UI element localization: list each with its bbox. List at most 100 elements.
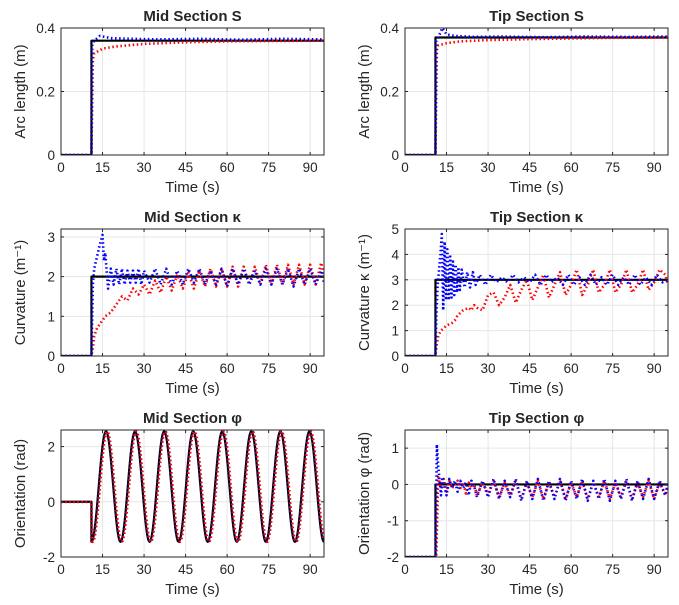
x-tick-label: 75	[605, 160, 620, 175]
plot-area	[61, 430, 324, 557]
series-group	[405, 28, 668, 155]
y-tick-label: 2	[47, 440, 55, 455]
x-tick-label: 30	[137, 562, 152, 577]
y-axis-label: Curvature (m⁻¹)	[12, 240, 29, 345]
x-tick-label: 75	[605, 361, 620, 376]
red-dotted-series-line	[61, 39, 324, 155]
series-group	[61, 233, 324, 356]
y-axis-label: Arc length (m)	[356, 44, 373, 138]
y-tick-label: -2	[387, 550, 399, 565]
x-tick-label: 90	[303, 562, 318, 577]
x-tick-label: 60	[220, 160, 235, 175]
subplot-title: Tip Section φ	[489, 410, 585, 427]
y-tick-label: 0	[391, 148, 399, 163]
x-tick-label: 75	[261, 361, 276, 376]
x-tick-label: 60	[220, 361, 235, 376]
y-tick-label: 0	[47, 349, 55, 364]
x-axis-label: Time (s)	[509, 179, 563, 196]
x-tick-label: 15	[95, 361, 110, 376]
subplot-1: 0 15 30 45 60 75 90 0 0.2 0.4 Mid Section S Time (s…	[12, 8, 325, 196]
axes-frame	[404, 429, 669, 558]
y-tick-label: 0	[47, 148, 55, 163]
y-tick-label: 0.2	[36, 85, 55, 100]
subplot-3: 0 15 30 45 60 75 90 0 1 2 3 Mid Section κ Time (s) Cu…	[12, 209, 325, 397]
blue-dotted-series-line	[405, 232, 668, 356]
x-tick-label: 0	[57, 361, 65, 376]
x-tick-label: 90	[647, 160, 662, 175]
y-tick-label: -2	[43, 550, 55, 565]
x-tick-label: 75	[605, 562, 620, 577]
y-tick-label: -1	[387, 514, 399, 529]
y-tick-label: 1	[391, 324, 399, 339]
subplot-6: 0 15 30 45 60 75 90 -2 -1 0 1 Tip Section φ Time (s)…	[356, 410, 669, 598]
x-tick-label: 45	[178, 160, 193, 175]
x-tick-label: 0	[401, 361, 409, 376]
x-tick-label: 15	[439, 160, 454, 175]
x-tick-label: 90	[303, 160, 318, 175]
subplot-2: 0 15 30 45 60 75 90 0 0.2 0.4 Tip Section S Time (s…	[356, 8, 669, 196]
x-tick-label: 75	[261, 562, 276, 577]
x-tick-label: 60	[564, 361, 579, 376]
x-axis-label: Time (s)	[165, 380, 219, 397]
x-tick-label: 45	[522, 562, 537, 577]
reference-series-line	[405, 278, 668, 356]
y-tick-label: 3	[47, 230, 55, 245]
y-tick-label: 3	[391, 273, 399, 288]
series-group	[405, 443, 668, 557]
red-dotted-series-line	[405, 268, 668, 356]
plot-area	[61, 229, 324, 356]
y-tick-label: 0	[391, 349, 399, 364]
y-tick-label: 1	[47, 309, 55, 324]
x-tick-label: 30	[481, 361, 496, 376]
x-axis-label: Time (s)	[165, 179, 219, 196]
series-group	[405, 232, 668, 356]
y-tick-label: 0.4	[380, 21, 399, 36]
x-axis-label: Time (s)	[509, 380, 563, 397]
x-tick-label: 15	[439, 361, 454, 376]
red-dotted-series-line	[61, 430, 324, 544]
x-tick-label: 30	[137, 361, 152, 376]
x-tick-label: 15	[439, 562, 454, 577]
x-tick-label: 30	[481, 562, 496, 577]
x-tick-label: 45	[178, 562, 193, 577]
y-axis-label: Orientation (rad)	[12, 439, 29, 548]
y-tick-label: 1	[391, 441, 399, 456]
blue-dotted-series-line	[61, 233, 324, 356]
x-tick-label: 0	[57, 160, 65, 175]
subplot-title: Tip Section κ	[490, 209, 584, 226]
x-tick-label: 90	[303, 361, 318, 376]
axes-frame	[60, 429, 325, 558]
red-dotted-series-line	[405, 36, 668, 155]
x-tick-label: 75	[261, 160, 276, 175]
x-tick-label: 45	[178, 361, 193, 376]
subplot-title: Mid Section φ	[143, 410, 242, 427]
x-tick-label: 0	[57, 562, 65, 577]
x-tick-label: 90	[647, 562, 662, 577]
y-axis-label: Arc length (m)	[12, 44, 29, 138]
subplot-title: Mid Section S	[143, 8, 241, 25]
x-tick-label: 30	[137, 160, 152, 175]
x-axis-label: Time (s)	[509, 581, 563, 598]
blue-dotted-series-line	[405, 28, 668, 155]
subplot-title: Mid Section κ	[144, 209, 241, 226]
y-tick-label: 0.2	[380, 85, 399, 100]
x-axis-label: Time (s)	[165, 581, 219, 598]
x-tick-label: 15	[95, 160, 110, 175]
x-tick-label: 30	[481, 160, 496, 175]
blue-dotted-series-line	[405, 443, 668, 557]
red-dotted-series-line	[61, 261, 324, 356]
plot-area	[405, 430, 668, 557]
y-tick-label: 2	[391, 298, 399, 313]
y-axis-label: Curvature κ (m⁻¹)	[356, 234, 373, 351]
x-tick-label: 45	[522, 160, 537, 175]
x-tick-label: 60	[564, 160, 579, 175]
x-tick-label: 15	[95, 562, 110, 577]
y-tick-label: 5	[391, 222, 399, 237]
x-tick-label: 60	[564, 562, 579, 577]
y-tick-label: 4	[391, 247, 399, 262]
axes-frame	[404, 228, 669, 357]
series-group	[61, 430, 324, 544]
